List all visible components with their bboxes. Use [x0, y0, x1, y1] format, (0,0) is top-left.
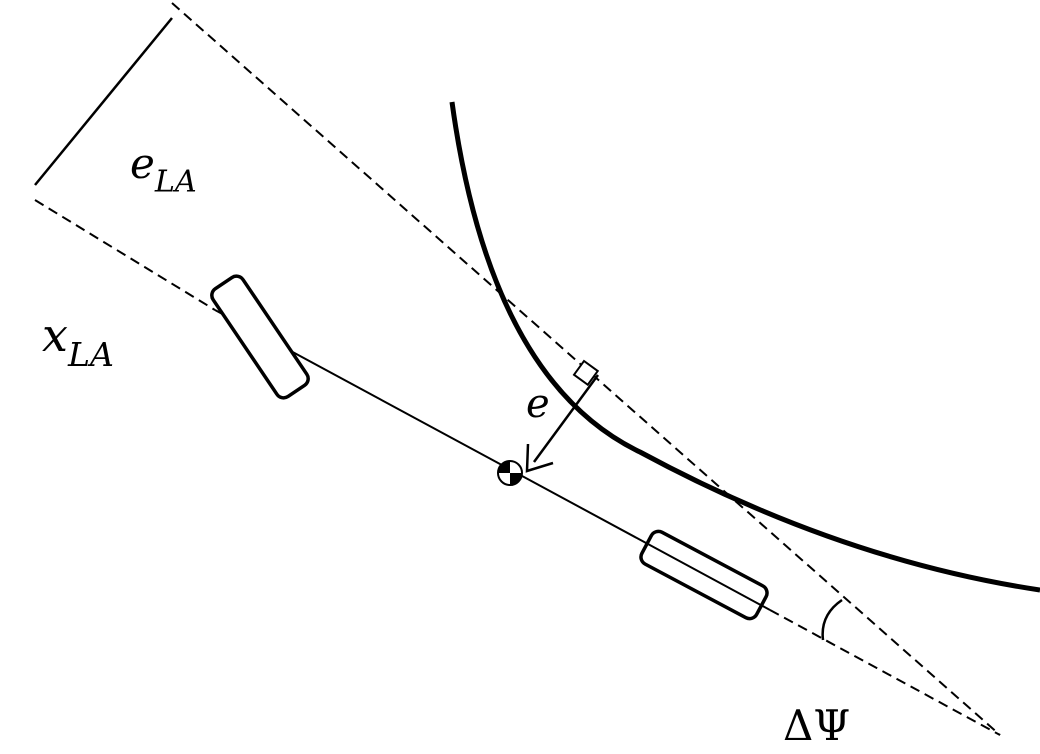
road-curve	[449, 101, 1040, 593]
label-x-la: xLA	[42, 308, 114, 374]
heading-angle-arc	[821, 598, 843, 641]
label-e-la: eLA	[130, 139, 197, 200]
lookahead-line-dashed	[34, 199, 216, 311]
label-delta-psi: ΔΨ	[783, 701, 851, 750]
label-lateral-error: e	[526, 381, 550, 427]
front-wheel	[210, 274, 310, 400]
lookahead-error-segment	[34, 17, 173, 186]
rear-wheel	[639, 529, 769, 621]
lateral-error-arrowhead	[525, 443, 554, 473]
vehicle-heading-line	[214, 309, 771, 611]
center-of-gravity-marker	[497, 460, 523, 486]
lateral-error-arrow	[532, 374, 600, 463]
right-angle-marker	[572, 359, 600, 387]
heading-extension-dashed	[769, 609, 1001, 736]
